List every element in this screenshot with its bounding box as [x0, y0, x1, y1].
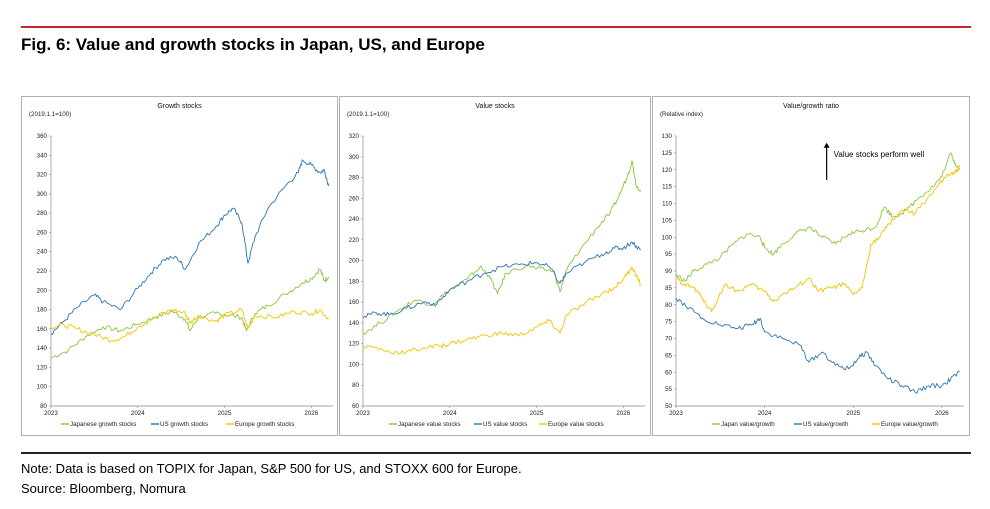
value-y-tick-label: 280 — [349, 175, 360, 182]
ratio-panel-border — [652, 96, 970, 436]
annotation-label: Value stocks perform well — [834, 150, 925, 159]
value-stocks-chart: Value stocks (2019.1.1=100) 60 80 100 120 140 1… — [339, 96, 651, 436]
value-unit-label: (2019.1.1=100) — [347, 111, 389, 118]
ratio-y-tick-label: 50 — [665, 403, 672, 410]
growth-y-tick-label: 220 — [37, 268, 48, 275]
growth-x-tick-label: 2025 — [218, 410, 232, 417]
ratio-y-tick-label: 90 — [665, 268, 672, 275]
ratio-y-tick-label: 85 — [665, 285, 672, 292]
growth-y-tick-label: 140 — [37, 345, 48, 352]
ratio-legend-label: Japan value/growth — [721, 421, 775, 428]
value-y-tick-label: 80 — [352, 382, 359, 389]
ratio-series-line-1 — [675, 152, 960, 282]
growth-stocks-svg: Growth stocks (2019.1.1=100) 80 100 120 140 16… — [21, 96, 338, 436]
bottom-rule — [21, 452, 971, 454]
growth-x-tick-label: 2023 — [44, 410, 58, 417]
ratio-y-tick-label: 60 — [665, 369, 672, 376]
growth-y-tick-label: 260 — [37, 229, 48, 236]
ratio-x-tick-label: 2023 — [669, 410, 683, 417]
ratio-y-tick-label: 70 — [665, 336, 672, 343]
growth-unit-label: (2019.1.1=100) — [29, 111, 71, 118]
ratio-y-tick-label: 55 — [665, 386, 672, 393]
value-x-tick-label: 2023 — [356, 410, 370, 417]
value-y-tick-label: 60 — [352, 403, 359, 410]
value-series-line-3 — [362, 266, 642, 355]
value-x-tick-label: 2024 — [443, 410, 457, 417]
footnote: Note: Data is based on TOPIX for Japan, … — [21, 461, 522, 476]
growth-legend-label: US growth stocks — [160, 421, 208, 428]
ratio-legend-label: US value/growth — [803, 421, 849, 428]
value-y-tick-label: 260 — [349, 195, 360, 202]
value-stocks-svg: Value stocks (2019.1.1=100) 60 80 100 120 140 1… — [339, 96, 651, 436]
growth-y-tick-label: 160 — [37, 326, 48, 333]
growth-x-tick-label: 2026 — [304, 410, 318, 417]
growth-series-line-3 — [50, 307, 329, 343]
ratio-y-tick-label: 105 — [662, 217, 673, 224]
growth-y-tick-label: 100 — [37, 384, 48, 391]
value-legend-label: Europe value stocks — [548, 421, 604, 428]
ratio-y-tick-label: 95 — [665, 251, 672, 258]
top-accent-rule — [21, 26, 971, 28]
ratio-y-tick-label: 130 — [662, 133, 673, 140]
value-legend-label: Japanese value stocks — [398, 421, 461, 428]
ratio-y-tick-label: 80 — [665, 302, 672, 309]
ratio-y-tick-label: 75 — [665, 319, 672, 326]
ratio-chart-title: Value/growth ratio — [783, 103, 839, 110]
value-y-tick-label: 320 — [349, 133, 360, 140]
growth-y-tick-label: 180 — [37, 307, 48, 314]
ratio-y-tick-label: 115 — [662, 184, 672, 191]
value-y-tick-label: 200 — [349, 258, 360, 265]
value-y-tick-label: 160 — [349, 299, 360, 306]
growth-y-tick-label: 320 — [37, 172, 48, 179]
growth-x-tick-label: 2024 — [131, 410, 145, 417]
value-growth-ratio-svg: Value/growth ratio (Relative index) 50 55 60… — [652, 96, 970, 436]
ratio-y-tick-label: 110 — [662, 201, 672, 208]
ratio-x-tick-label: 2024 — [758, 410, 772, 417]
growth-y-tick-label: 360 — [37, 133, 48, 140]
ratio-series-line-2 — [675, 297, 960, 394]
ratio-y-tick-label: 125 — [662, 150, 673, 157]
ratio-y-tick-label: 65 — [665, 352, 672, 359]
growth-y-tick-label: 280 — [37, 210, 48, 217]
value-x-tick-label: 2026 — [616, 410, 630, 417]
value-x-tick-label: 2025 — [530, 410, 544, 417]
ratio-unit-label: (Relative index) — [660, 111, 703, 118]
growth-series-line-1 — [50, 268, 330, 359]
source-line: Source: Bloomberg, Nomura — [21, 481, 186, 496]
ratio-series-line-3 — [675, 164, 960, 312]
growth-y-tick-label: 80 — [40, 403, 47, 410]
growth-y-tick-label: 120 — [37, 364, 48, 371]
ratio-y-tick-label: 120 — [662, 167, 673, 174]
value-chart-title: Value stocks — [475, 103, 515, 110]
growth-stocks-chart: Growth stocks (2019.1.1=100) 80 100 120 140 16… — [21, 96, 338, 436]
value-series-line-2 — [362, 241, 642, 319]
value-growth-ratio-chart: Value/growth ratio (Relative index) 50 55 60… — [652, 96, 970, 436]
growth-y-tick-label: 240 — [37, 249, 48, 256]
value-legend-label: US value stocks — [483, 421, 527, 428]
growth-chart-title: Growth stocks — [157, 103, 202, 110]
growth-legend-label: Japanese growth stocks — [70, 421, 136, 428]
ratio-x-tick-label: 2026 — [935, 410, 949, 417]
annotation-arrow-head — [823, 142, 830, 148]
value-y-tick-label: 220 — [349, 237, 360, 244]
growth-series-line-2 — [50, 159, 330, 335]
growth-y-tick-label: 300 — [37, 191, 48, 198]
growth-y-tick-label: 340 — [37, 152, 48, 159]
growth-legend-label: Europe growth stocks — [235, 421, 295, 428]
ratio-x-tick-label: 2025 — [846, 410, 860, 417]
value-y-tick-label: 100 — [349, 361, 360, 368]
ratio-y-tick-label: 100 — [662, 234, 673, 241]
value-y-tick-label: 180 — [349, 278, 360, 285]
value-y-tick-label: 240 — [349, 216, 360, 223]
value-y-tick-label: 140 — [349, 320, 360, 327]
figure-title: Fig. 6: Value and growth stocks in Japan… — [21, 35, 485, 54]
ratio-legend-label: Europe value/growth — [881, 421, 938, 428]
value-panel-border — [339, 96, 651, 436]
value-y-tick-label: 300 — [349, 154, 360, 161]
value-y-tick-label: 120 — [349, 341, 360, 348]
growth-y-tick-label: 200 — [37, 287, 48, 294]
growth-panel-border — [21, 96, 338, 436]
value-series-line-1 — [362, 160, 642, 335]
